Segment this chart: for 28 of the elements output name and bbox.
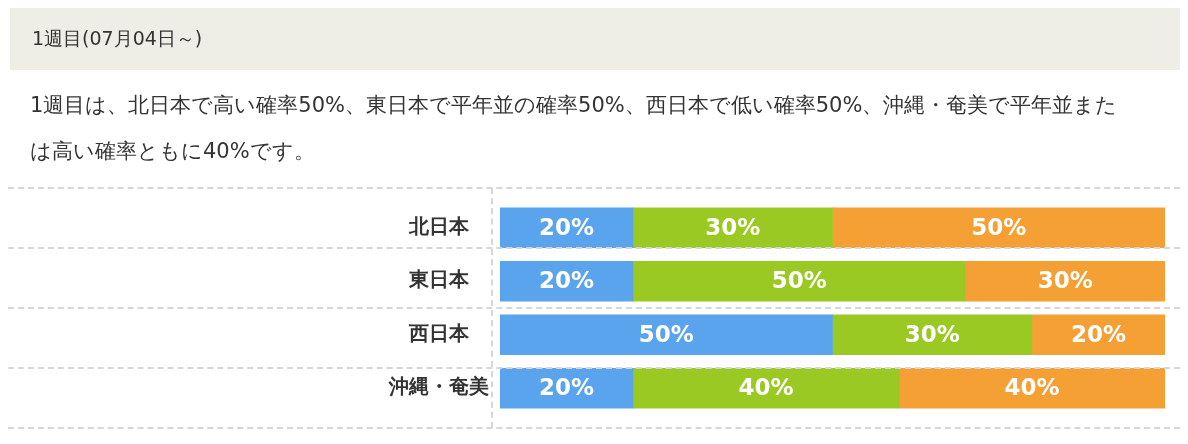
y-tick-label: 沖縄・奄美 xyxy=(388,374,489,399)
data-label: 40% xyxy=(738,374,794,401)
data-label: 30% xyxy=(1037,267,1093,294)
data-label: 30% xyxy=(904,320,960,347)
bar xyxy=(965,260,1165,302)
y-tick-label: 東日本 xyxy=(408,267,470,292)
bar xyxy=(632,367,900,409)
bar xyxy=(500,314,833,356)
bar xyxy=(832,207,1165,249)
data-label: 20% xyxy=(1070,320,1127,347)
data-label: 50% xyxy=(771,267,827,294)
data-label: 50% xyxy=(638,320,694,347)
data-label: 20% xyxy=(538,374,595,401)
data-label: 30% xyxy=(705,213,761,240)
bar xyxy=(500,260,634,302)
data-label: 40% xyxy=(1004,374,1060,401)
data-label: 50% xyxy=(971,213,1027,240)
text: 1週目(07月04日～) xyxy=(10,8,1180,70)
chart-subtitle: 1週目は、北日本で高い確率50%、東日本で平年並の確率50%、西日本で低い確率50%、沖縄・奄美で平年並または高い確率ともに40%です。 xyxy=(30,92,1119,165)
data-label: 20% xyxy=(538,213,595,240)
bar xyxy=(832,314,1033,356)
bar xyxy=(632,207,833,249)
data-label: 20% xyxy=(538,267,595,294)
bar xyxy=(898,367,1165,409)
bar xyxy=(1031,314,1165,356)
bar xyxy=(632,260,966,302)
y-tick-label: 西日本 xyxy=(408,320,470,345)
y-tick-label: 北日本 xyxy=(408,213,470,238)
